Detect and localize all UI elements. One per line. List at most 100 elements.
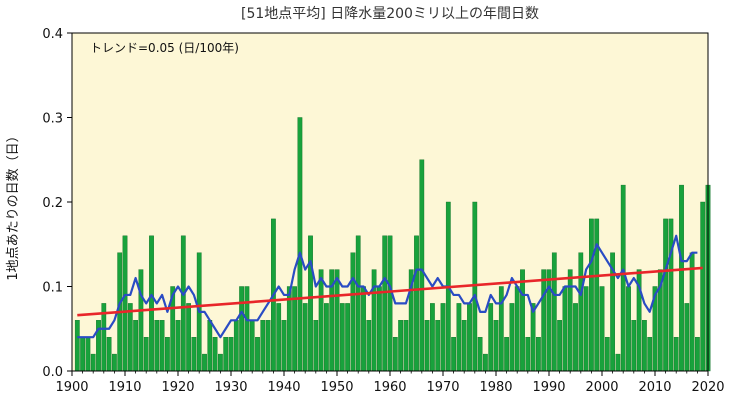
bar [647,337,653,372]
bar [467,303,472,372]
bar [551,252,557,372]
bar [127,303,133,372]
bar [143,337,149,372]
chart-title: [51地点平均] 日降水量200ミリ以上の年間日数 [241,6,539,22]
bar [424,320,430,372]
plot-area [71,32,711,372]
bar [207,320,213,372]
x-tick-label: 1920 [161,380,194,395]
trend-annotation: トレンド=0.05 (日/100年) [90,41,239,55]
bar [239,286,244,372]
bar [244,286,250,372]
bar [456,303,462,372]
bar [154,320,160,372]
bar [318,269,324,372]
bar [191,337,197,372]
bar [223,337,229,372]
bar [313,320,319,372]
bar [138,269,144,372]
bar [212,337,218,372]
bar [90,353,96,372]
bar [324,303,329,372]
x-tick-label: 1980 [479,380,512,395]
bar [112,353,117,372]
y-axis: 0.0 0.1 0.2 0.3 0.4 [42,27,72,380]
x-tick-label: 2000 [585,380,618,395]
bar [74,320,80,372]
x-tick-label: 1990 [532,380,565,395]
bar [546,269,552,372]
bar [430,303,435,372]
bar [382,235,388,372]
bar [631,320,637,372]
bar [361,286,366,372]
bar [578,252,584,372]
y-tick-label: 0.0 [42,365,63,380]
bar [371,269,377,372]
bar [504,337,509,372]
bar [562,286,568,372]
y-axis-label: 1地点あたりの日数（日） [6,129,21,280]
bar [392,337,398,372]
trend-line [77,266,703,317]
bar [541,269,547,372]
bar [673,337,679,372]
x-tick-label: 1900 [55,380,88,395]
bar [536,337,541,372]
bar [530,303,536,372]
bar [106,337,112,372]
bar [260,320,266,372]
bar [488,303,494,372]
bar [604,337,610,372]
bar [679,184,684,372]
bar [249,320,255,372]
bar [419,159,425,372]
bar [440,303,446,372]
bar [684,303,690,372]
bar [122,235,128,372]
bar [159,320,165,372]
x-axis: 1900 1910 1920 1930 1940 1950 1960 1970 1980 1990… [55,371,725,395]
bar [663,218,668,372]
bar [334,269,340,372]
x-tick-label: 1940 [267,380,300,395]
bar [403,320,409,372]
bar [599,286,605,372]
bar [520,269,525,372]
x-tick-label: 1960 [373,380,406,395]
bar [165,337,170,372]
bar [255,337,260,372]
x-tick-label: 1970 [426,380,459,395]
bar [514,286,520,372]
x-tick-label: 2020 [691,380,724,395]
bar [451,337,456,372]
bar [689,252,695,372]
x-tick-label: 1910 [108,380,141,395]
bar [695,337,700,372]
bar [594,218,600,372]
bar [186,303,191,372]
bar [276,303,282,372]
bar [339,303,345,372]
bar [345,303,350,372]
bar [626,286,631,372]
bar [525,337,531,372]
bar [398,320,403,372]
bar [281,320,287,372]
bar [233,320,239,372]
bar [583,286,589,372]
bar [85,337,91,372]
bar [387,235,393,372]
y-tick-label: 0.3 [42,112,63,127]
bar [202,353,207,372]
y-tick-label: 0.1 [42,281,63,296]
bar [589,218,594,372]
bar [668,218,674,372]
bar [149,235,154,372]
bar [414,235,419,372]
bar [175,320,181,372]
bar [297,117,303,372]
bar [461,320,467,372]
bar [477,337,483,372]
